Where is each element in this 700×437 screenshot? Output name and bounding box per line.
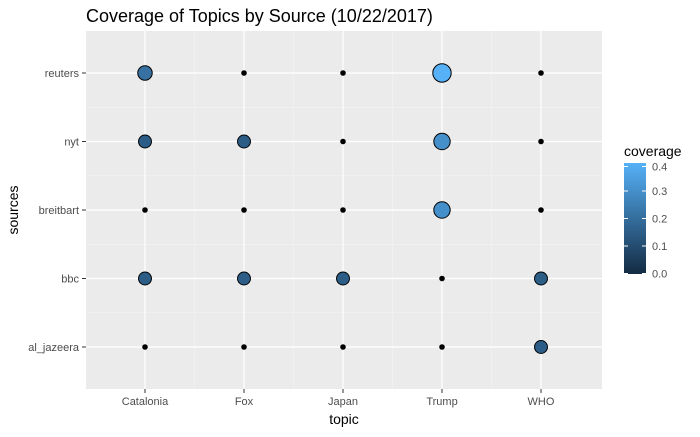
- data-point: [432, 63, 452, 83]
- data-point: [439, 275, 445, 282]
- data-point: [241, 344, 247, 350]
- y-axis-title: sources: [5, 185, 21, 234]
- x-tick-label: Catalonia: [122, 396, 169, 408]
- x-tick-label: Japan: [328, 396, 358, 408]
- data-point: [538, 207, 544, 213]
- data-point: [340, 138, 346, 145]
- y-tick-label: breitbart: [39, 205, 79, 217]
- data-point: [439, 344, 445, 350]
- x-tick-label: WHO: [528, 396, 555, 408]
- data-point: [142, 344, 148, 350]
- legend-ticks: 0.0 0.1 0.2 0.3 0.4: [624, 162, 667, 281]
- data-point: [237, 271, 251, 286]
- data-point: [241, 207, 247, 213]
- x-tick-label: Fox: [235, 396, 254, 408]
- data-point: [340, 70, 346, 76]
- data-point: [433, 132, 451, 151]
- data-points: [137, 63, 548, 354]
- y-tick-label: bbc: [61, 274, 79, 286]
- data-point: [538, 138, 544, 145]
- x-axis-title: topic: [329, 411, 359, 427]
- data-point: [137, 65, 153, 81]
- legend-tick-label: 0.1: [652, 241, 667, 253]
- data-point: [433, 201, 451, 219]
- legend-tick-label: 0.2: [652, 214, 667, 226]
- legend-title: coverage: [624, 143, 682, 159]
- legend-tick-label: 0.3: [652, 186, 667, 198]
- chart-title: Coverage of Topics by Source (10/22/2017…: [86, 6, 433, 26]
- data-point: [534, 340, 548, 354]
- data-point: [241, 70, 247, 76]
- legend-colorbar: [624, 163, 646, 274]
- y-tick-label: reuters: [45, 68, 80, 80]
- data-point: [142, 207, 148, 213]
- data-point: [538, 70, 544, 76]
- data-point: [138, 271, 152, 286]
- legend: coverage 0.0 0.1 0.2 0.3 0.4: [624, 143, 682, 281]
- x-tick-label: Trump: [426, 396, 457, 408]
- data-point: [340, 207, 346, 213]
- legend-tick-label: 0.0: [652, 269, 667, 281]
- data-point: [340, 344, 346, 350]
- data-point: [534, 271, 548, 286]
- data-point: [138, 134, 152, 149]
- axes: Catalonia Fox Japan Trump WHO al_jazeera bbc br…: [28, 68, 555, 408]
- data-point: [237, 134, 251, 149]
- data-point: [336, 271, 350, 286]
- legend-tick-label: 0.4: [652, 162, 667, 174]
- y-tick-label: nyt: [64, 137, 79, 149]
- y-tick-label: al_jazeera: [28, 342, 80, 354]
